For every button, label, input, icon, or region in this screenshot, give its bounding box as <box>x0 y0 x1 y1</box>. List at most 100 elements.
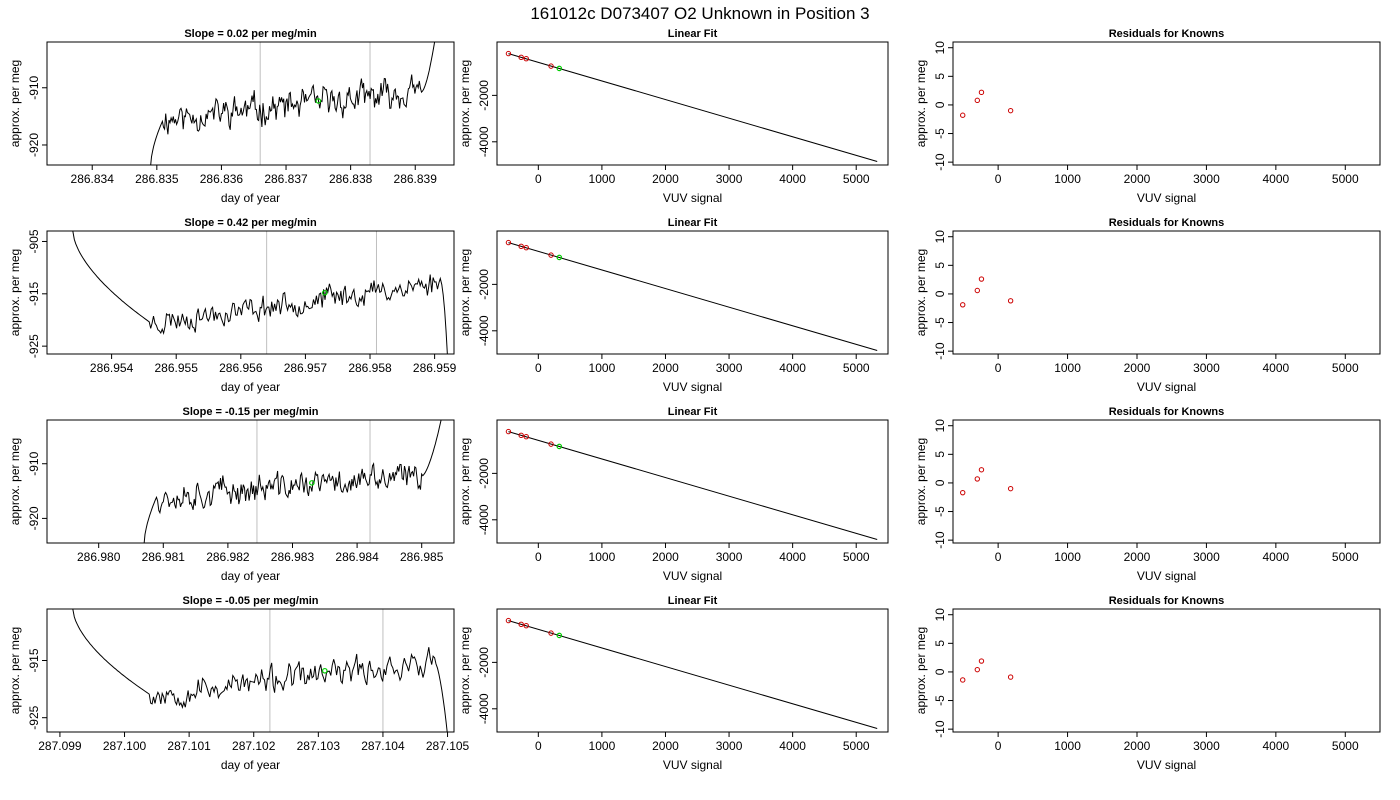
x-axis-label: day of year <box>221 191 280 205</box>
y-tick-label: -905 <box>27 229 41 253</box>
residual-point <box>1007 298 1014 304</box>
plot-frame <box>46 230 455 355</box>
panel-residuals-4: 0 1000 2000 3000 4000 5000 -10 -5 0 5 10 Residuals … <box>914 595 1381 772</box>
y-tick-label: 0 <box>933 479 947 486</box>
y-tick-label: -4000 <box>477 693 491 724</box>
residual-point <box>978 467 985 473</box>
known-point <box>505 239 512 246</box>
y-axis-label: approx. per meg <box>8 249 22 336</box>
y-tick-label: -2000 <box>477 80 491 111</box>
unknown-point <box>556 65 563 72</box>
x-tick-label: 1000 <box>589 361 616 375</box>
plot-frame <box>496 41 889 166</box>
x-tick-label: 0 <box>535 172 542 186</box>
y-tick-label: -925 <box>27 334 41 358</box>
x-tick-label: 4000 <box>1263 361 1290 375</box>
known-point <box>518 621 524 628</box>
x-tick-label: 286.985 <box>400 550 444 564</box>
x-tick-label: 5000 <box>1332 172 1359 186</box>
known-point <box>505 617 512 624</box>
residual-point <box>960 677 966 683</box>
known-point <box>505 50 512 57</box>
x-tick-label: 286.955 <box>155 361 199 375</box>
trace-line <box>72 231 448 354</box>
x-tick-label: 287.102 <box>232 739 276 753</box>
residual-point <box>978 658 985 664</box>
known-point <box>523 623 529 629</box>
x-tick-label: 0 <box>995 361 1002 375</box>
plot-frame <box>952 608 1381 733</box>
x-tick-label: 3000 <box>716 550 743 564</box>
x-tick-label: 4000 <box>1263 172 1290 186</box>
x-tick-label: 5000 <box>843 550 870 564</box>
x-axis-label: VUV signal <box>1137 191 1196 205</box>
y-tick-label: -5 <box>933 506 947 517</box>
x-tick-label: 287.099 <box>38 739 82 753</box>
known-point <box>548 441 554 447</box>
unknown-point <box>556 254 563 261</box>
y-tick-label: -5 <box>933 317 947 328</box>
known-point <box>548 630 554 636</box>
panel-title: Linear Fit <box>668 406 718 418</box>
y-tick-label: -10 <box>933 720 947 738</box>
x-tick-label: 3000 <box>1193 739 1220 753</box>
plot-frame <box>496 608 889 733</box>
y-axis-label: approx. per meg <box>458 438 472 525</box>
x-tick-label: 1000 <box>1054 550 1081 564</box>
x-tick-label: 5000 <box>843 172 870 186</box>
panel-grid: 286.834 286.835 286.836 286.837 286.838 286.8… <box>8 28 1381 772</box>
plot-frame <box>496 419 889 544</box>
residual-point <box>1007 107 1014 114</box>
x-tick-label: 286.838 <box>329 172 373 186</box>
x-tick-label: 4000 <box>779 172 806 186</box>
y-axis-label: approx. per meg <box>914 627 928 714</box>
y-tick-label: 10 <box>933 419 947 433</box>
y-tick-label: 5 <box>933 451 947 458</box>
plot-frame <box>496 230 889 355</box>
x-tick-label: 2000 <box>1124 172 1151 186</box>
x-axis-label: day of year <box>221 758 280 772</box>
x-tick-label: 287.103 <box>297 739 341 753</box>
x-axis-label: day of year <box>221 569 280 583</box>
y-tick-label: 5 <box>933 73 947 80</box>
x-axis-label: VUV signal <box>663 191 722 205</box>
y-tick-label: -4000 <box>477 126 491 157</box>
y-tick-label: 0 <box>933 290 947 297</box>
residual-point <box>978 276 985 282</box>
x-tick-label: 286.836 <box>200 172 244 186</box>
x-tick-label: 2000 <box>1124 550 1151 564</box>
y-tick-label: -910 <box>27 75 41 99</box>
panel-timeseries-1: 286.834 286.835 286.836 286.837 286.838 286.8… <box>8 28 455 205</box>
x-tick-label: 286.957 <box>284 361 328 375</box>
residual-point <box>960 112 966 118</box>
x-tick-label: 4000 <box>779 739 806 753</box>
x-tick-label: 1000 <box>589 550 616 564</box>
unknown-point <box>309 480 315 486</box>
x-axis-label: VUV signal <box>663 380 722 394</box>
plot-frame <box>46 419 455 544</box>
x-axis-label: VUV signal <box>663 569 722 583</box>
x-tick-label: 286.983 <box>271 550 315 564</box>
known-point <box>518 243 524 250</box>
x-tick-label: 1000 <box>1054 739 1081 753</box>
y-axis-label: approx. per meg <box>458 627 472 714</box>
y-axis-label: approx. per meg <box>914 60 928 147</box>
plot-frame <box>46 41 455 166</box>
x-tick-label: 287.104 <box>361 739 405 753</box>
residual-point <box>978 89 985 96</box>
y-tick-label: 0 <box>933 668 947 675</box>
x-tick-label: 2000 <box>652 739 679 753</box>
unknown-point <box>321 289 328 296</box>
panel-title: Slope = -0.15 per meg/min <box>182 406 318 418</box>
residual-point <box>1007 674 1014 680</box>
x-tick-label: 287.105 <box>426 739 470 753</box>
x-tick-label: 1000 <box>1054 361 1081 375</box>
panel-timeseries-4: 287.099 287.100 287.101 287.102 287.103 287.1… <box>8 595 470 772</box>
residual-point <box>974 666 981 673</box>
fit-line <box>508 620 878 729</box>
x-tick-label: 3000 <box>716 172 743 186</box>
y-tick-label: -920 <box>27 506 41 530</box>
x-tick-label: 4000 <box>779 361 806 375</box>
residual-point <box>974 287 981 294</box>
y-tick-label: -925 <box>27 705 41 729</box>
